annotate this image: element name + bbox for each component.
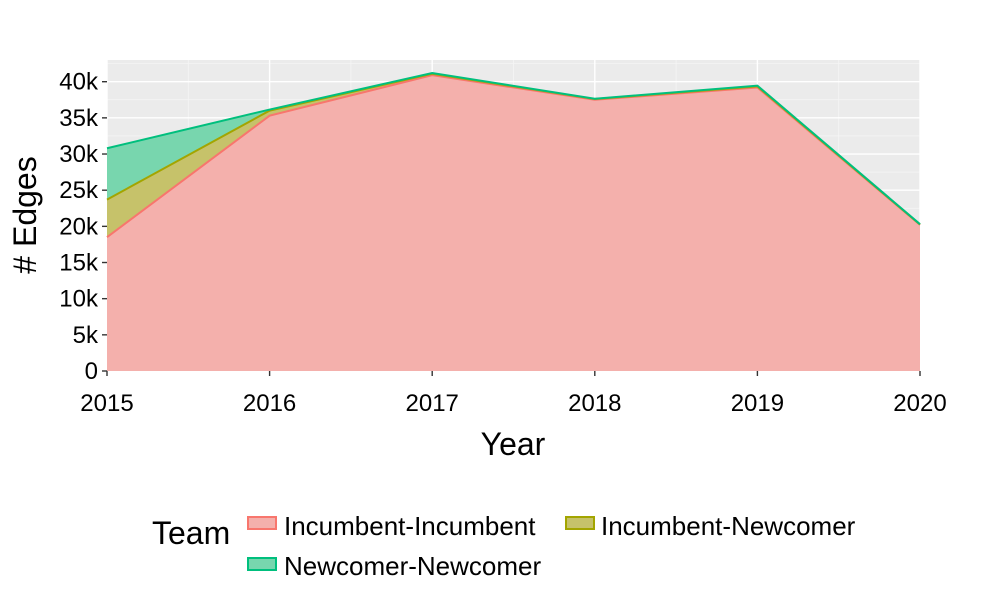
x-axis-ticks: 2015 2016 2017 2018 2019 2020 — [80, 371, 947, 417]
y-tick-label: 30k — [59, 141, 99, 168]
x-axis-title: Year — [481, 426, 546, 462]
legend-label-incumbent-incumbent: Incumbent-Incumbent — [284, 511, 536, 541]
y-axis-ticks: 0 5k 10k 15k 20k 25k 30k 35k 40k — [59, 69, 107, 385]
x-tick-label: 2017 — [406, 390, 459, 417]
area-outlines — [106, 72, 921, 238]
legend-key-newcomer-newcomer — [247, 557, 277, 571]
line-newcomer-newcomer — [106, 72, 921, 225]
y-axis-title: # Edges — [7, 156, 43, 273]
legend: Team Incumbent-Incumbent Incumbent-Newco… — [152, 511, 856, 581]
y-tick-label: 10k — [59, 286, 99, 313]
x-tick-label: 2018 — [568, 390, 621, 417]
y-tick-label: 5k — [73, 322, 99, 349]
x-tick-label: 2019 — [731, 390, 784, 417]
legend-key-incumbent-newcomer — [565, 516, 595, 530]
y-tick-label: 15k — [59, 250, 99, 277]
legend-item-incumbent-incumbent: Incumbent-Incumbent — [247, 511, 536, 541]
y-tick-label: 40k — [59, 69, 99, 96]
legend-label-incumbent-newcomer: Incumbent-Newcomer — [601, 511, 856, 541]
legend-title: Team — [152, 515, 230, 551]
legend-item-incumbent-newcomer: Incumbent-Newcomer — [565, 511, 856, 541]
x-tick-label: 2016 — [243, 390, 296, 417]
x-tick-label: 2015 — [80, 390, 133, 417]
y-tick-label: 35k — [59, 105, 99, 132]
y-tick-label: 20k — [59, 213, 99, 240]
y-tick-label: 25k — [59, 177, 99, 204]
area-incumbent-incumbent — [107, 75, 920, 372]
y-tick-label: 0 — [85, 358, 98, 385]
legend-label-newcomer-newcomer: Newcomer-Newcomer — [284, 551, 541, 581]
area-layers — [107, 73, 920, 372]
legend-item-newcomer-newcomer: Newcomer-Newcomer — [247, 551, 541, 581]
legend-key-incumbent-incumbent — [247, 516, 277, 530]
x-tick-label: 2020 — [893, 390, 946, 417]
